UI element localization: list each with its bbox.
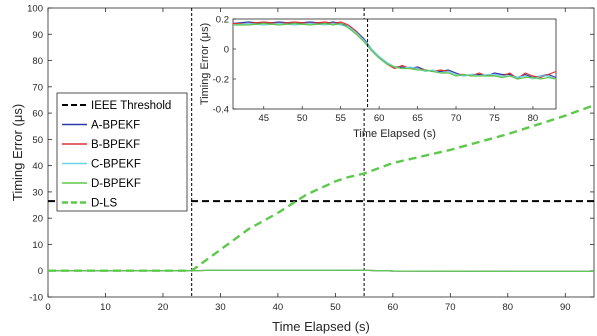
legend-entry: IEEE Threshold <box>91 100 171 112</box>
y-tick-label: 70 <box>32 82 43 93</box>
x-tick-label: 0 <box>45 302 50 313</box>
legend-entry: C-BPEKF <box>91 159 141 171</box>
inset-x-tick-label: 65 <box>412 113 423 124</box>
y-tick-label: 10 <box>32 240 43 251</box>
x-tick-label: 30 <box>215 302 226 313</box>
y-tick-label: 40 <box>32 161 43 172</box>
legend-box <box>56 92 188 212</box>
y-tick-label: 90 <box>32 30 43 41</box>
inset-y-tick-label: 0.2 <box>216 15 229 26</box>
inset-x-tick-label: 60 <box>374 113 385 124</box>
y-tick-label: 0 <box>38 266 43 277</box>
y-tick-label: 60 <box>32 109 43 120</box>
legend-entry: D-LS <box>91 198 118 210</box>
y-tick-label: 80 <box>32 56 43 67</box>
x-tick-label: 80 <box>503 302 514 313</box>
inset-y-tick-label: 0 <box>224 45 229 56</box>
inset-chart: 45 50 55 60 65 70 75 80 -0.4 -0.2 0 0.2 Time Elapsed… <box>199 15 557 140</box>
x-axis-label: Time Elapsed (s) <box>272 319 370 334</box>
inset-x-tick-label: 50 <box>297 113 308 124</box>
legend-entry: A-BPEKF <box>91 120 140 132</box>
x-tick-label: 10 <box>100 302 111 313</box>
y-tick-label: 100 <box>27 4 43 15</box>
inset-series-line-d-bpekf <box>233 22 557 80</box>
legend-entry: D-BPEKF <box>91 178 141 190</box>
legend-entry: B-BPEKF <box>91 139 140 151</box>
inset-x-tick-label: 80 <box>528 113 539 124</box>
inset-x-tick-label: 75 <box>489 113 500 124</box>
inset-y-tick-label: -0.4 <box>213 105 229 116</box>
y-tick-label: -10 <box>29 293 43 304</box>
x-tick-label: 20 <box>158 302 169 313</box>
x-tick-label: 90 <box>560 302 571 313</box>
y-tick-label: 30 <box>32 187 43 198</box>
y-tick-label: 50 <box>32 135 43 146</box>
series-line-d-bpekf <box>48 269 594 272</box>
inset-x-axis-label: Time Elapsed (s) <box>353 128 436 140</box>
y-axis-label: Timing Error (μs) <box>10 104 25 201</box>
inset-x-tick-label: 45 <box>258 113 269 124</box>
inset-y-axis-label: Timing Error (μs) <box>199 23 211 105</box>
y-tick-label: 20 <box>32 214 43 225</box>
legend: IEEE Threshold A-BPEKF B-BPEKF C-BPEKF D-BPE… <box>56 92 188 212</box>
x-tick-label: 60 <box>388 302 399 313</box>
inset-plot-area <box>232 18 557 110</box>
inset-y-tick-label: -0.2 <box>213 75 229 86</box>
series-line-d-ls <box>48 104 595 272</box>
x-tick-label: 50 <box>330 302 341 313</box>
inset-x-tick-label: 70 <box>451 113 462 124</box>
x-tick-label: 40 <box>273 302 284 313</box>
x-tick-label: 70 <box>445 302 456 313</box>
inset-x-tick-label: 55 <box>335 113 346 124</box>
